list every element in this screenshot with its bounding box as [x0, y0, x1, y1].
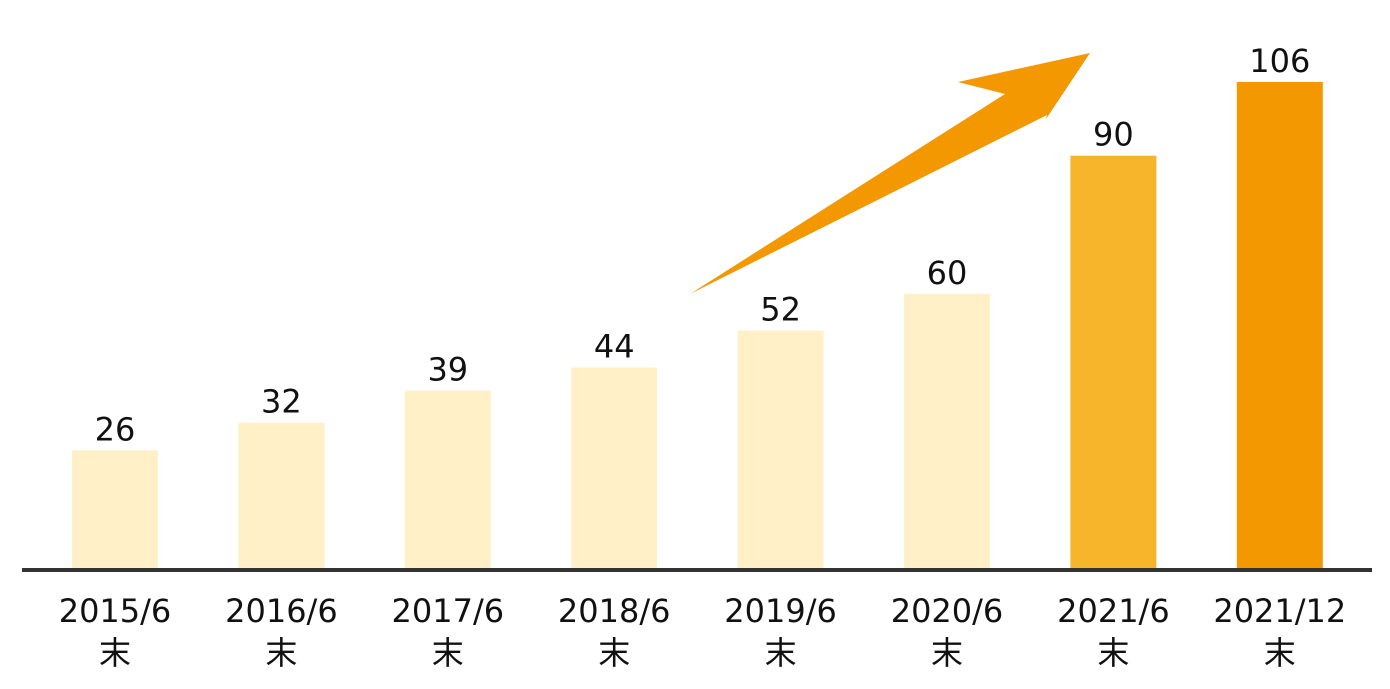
bar-7	[1236, 82, 1323, 570]
trend-arrow-icon	[690, 53, 1090, 294]
category-label-5-line-0: 2020/6	[891, 592, 1004, 630]
bar-0	[72, 450, 158, 570]
value-labels-group: 26 32 39 44 52 60 90 106	[95, 42, 1311, 448]
category-label-2-line-0: 2017/6	[392, 592, 505, 630]
category-label-6-line-1: 末	[1097, 634, 1129, 672]
category-label-7-line-1: 末	[1264, 634, 1296, 672]
category-label-4-line-1: 末	[765, 634, 797, 672]
bar-2	[404, 390, 491, 570]
value-label-3: 44	[594, 327, 635, 365]
value-label-0: 26	[95, 410, 136, 448]
category-label-7-line-0: 2021/12	[1213, 592, 1346, 630]
bar-5	[904, 293, 990, 570]
value-label-5: 60	[927, 254, 968, 292]
bar-3	[571, 367, 658, 570]
category-label-1-line-1: 末	[265, 634, 297, 672]
category-label-1-line-0: 2016/6	[225, 592, 338, 630]
category-label-0-line-0: 2015/6	[59, 592, 172, 630]
category-label-2-line-1: 末	[432, 634, 464, 672]
category-label-6-line-0: 2021/6	[1057, 592, 1170, 630]
value-label-7: 106	[1249, 42, 1310, 80]
category-label-3-line-0: 2018/6	[558, 592, 671, 630]
bar-4	[737, 330, 824, 570]
bar-1	[238, 422, 325, 570]
category-label-4-line-0: 2019/6	[724, 592, 837, 630]
category-label-3-line-1: 末	[598, 634, 630, 672]
value-label-2: 39	[427, 351, 468, 389]
bars-group	[72, 82, 1323, 570]
category-label-0-line-1: 末	[99, 634, 131, 672]
value-label-1: 32	[261, 383, 302, 421]
value-label-4: 52	[760, 291, 801, 329]
category-labels-group: 2015/6 末 2016/6 末 2017/6 末 2018/6 末 2019/6 末 2020/…	[59, 592, 1347, 672]
category-label-5-line-1: 末	[931, 634, 963, 672]
value-label-6: 90	[1093, 116, 1134, 154]
bar-6	[1070, 155, 1157, 570]
